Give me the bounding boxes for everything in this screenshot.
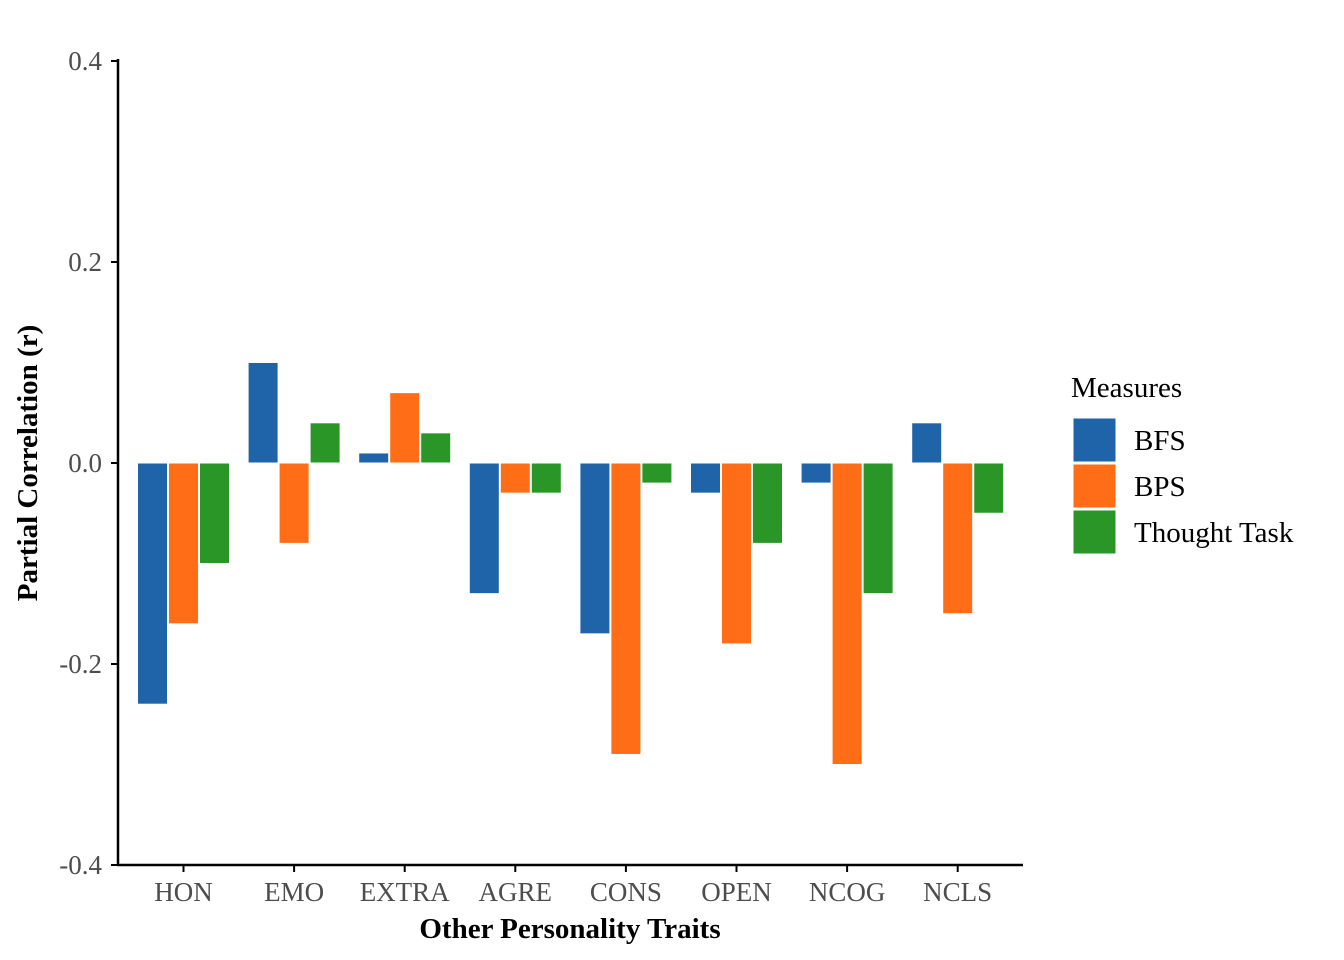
bar-ncog-bfs: [800, 462, 832, 484]
bar-open-bfs: [690, 462, 721, 494]
bar-ncls-bps: [942, 462, 974, 615]
bar-open-thought-task: [752, 462, 783, 544]
y-tick-label: -0.4: [59, 850, 102, 880]
x-ticks: HON EMO EXTRA AGRE CONS OPEN NCOG NCLS: [154, 865, 992, 907]
x-tick-label-extra: EXTRA: [360, 877, 450, 907]
bar-cons-bfs: [579, 462, 611, 635]
bar-emo-bps: [278, 462, 310, 544]
y-tick-label: 0.0: [68, 448, 102, 478]
bars-layer: [137, 362, 1005, 765]
bar-agre-bfs: [468, 462, 500, 595]
x-tick-label-cons: CONS: [590, 877, 662, 907]
x-tick-label-agre: AGRE: [479, 877, 553, 907]
bar-hon-bps: [168, 462, 199, 625]
legend-key-bfs: [1072, 417, 1117, 463]
x-tick-label-ncog: NCOG: [809, 877, 886, 907]
bar-ncog-bps: [831, 462, 863, 765]
bar-open-bps: [721, 462, 752, 645]
legend-key-bps: [1072, 463, 1117, 509]
legend: Measures BFS BPS Thought Task: [1071, 372, 1294, 555]
bar-extra-bps: [389, 392, 421, 464]
x-tick-label-hon: HON: [154, 877, 213, 907]
bar-hon-bfs: [137, 462, 168, 705]
bar-cons-bps: [610, 462, 642, 755]
y-tick-label: 0.2: [68, 247, 102, 277]
legend-label-bps: BPS: [1134, 471, 1186, 503]
x-axis-title: Other Personality Traits: [419, 913, 720, 945]
bar-extra-bfs: [358, 452, 390, 464]
bar-emo-thought-task: [309, 422, 341, 464]
x-tick-label-open: OPEN: [701, 877, 772, 907]
legend-title: Measures: [1071, 372, 1182, 404]
y-tick-label: -0.2: [59, 649, 102, 679]
legend-label-bfs: BFS: [1134, 425, 1186, 457]
bar-agre-bps: [499, 462, 531, 494]
y-tick-label: 0.4: [68, 46, 102, 76]
legend-label-thought-task: Thought Task: [1134, 517, 1294, 549]
bar-emo-bfs: [247, 362, 279, 464]
x-tick-label-emo: EMO: [264, 877, 324, 907]
y-axis-title: Partial Correlation (r): [12, 325, 44, 601]
legend-key-thought-task: [1072, 509, 1117, 555]
y-ticks: -0.4 -0.2 0.0 0.2 0.4: [59, 46, 118, 880]
bar-ncls-bfs: [911, 422, 943, 464]
x-tick-label-ncls: NCLS: [923, 877, 992, 907]
bar-cons-thought-task: [641, 462, 673, 484]
bar-hon-thought-task: [199, 462, 230, 564]
bar-ncls-thought-task: [973, 462, 1005, 514]
bar-agre-thought-task: [530, 462, 562, 494]
bar-ncog-thought-task: [862, 462, 894, 595]
bar-extra-thought-task: [420, 432, 452, 464]
